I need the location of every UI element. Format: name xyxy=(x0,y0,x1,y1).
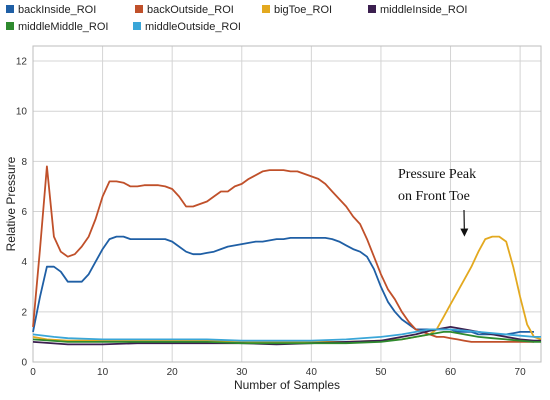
y-tick-label: 4 xyxy=(21,257,27,268)
series-line-middleOutside_ROI xyxy=(32,328,541,342)
series-line-middleMiddle_ROI xyxy=(32,331,541,345)
annotation-line-1: Pressure Peak xyxy=(398,167,476,182)
x-tick-label: 20 xyxy=(167,367,179,378)
legend-swatch xyxy=(6,5,14,13)
annotation-arrowhead xyxy=(460,228,469,237)
y-tick-label: 8 xyxy=(21,157,27,168)
legend-label: middleOutside_ROI xyxy=(145,21,241,33)
x-tick-label: 40 xyxy=(306,367,318,378)
y-tick-label: 12 xyxy=(16,57,28,68)
legend-swatch xyxy=(133,22,141,30)
y-tick-label: 2 xyxy=(21,307,27,318)
y-axis-ticks: 0 2 4 6 8 10 12 xyxy=(16,57,28,369)
legend-swatch xyxy=(262,5,270,13)
x-tick-label: 0 xyxy=(30,367,36,378)
legend-label: middleMiddle_ROI xyxy=(18,21,108,33)
x-tick-label: 60 xyxy=(445,367,457,378)
plot-frame xyxy=(32,45,542,363)
y-tick-label: 0 xyxy=(21,358,27,369)
legend-swatch xyxy=(135,5,143,13)
series-layer xyxy=(32,165,542,346)
series-line-backOutside_ROI xyxy=(32,165,534,343)
legend-label: backInside_ROI xyxy=(18,4,96,16)
x-tick-label: 10 xyxy=(97,367,109,378)
y-tick-label: 6 xyxy=(21,207,27,218)
y-tick-label: 10 xyxy=(16,107,28,118)
series-line-middleInside_ROI xyxy=(32,326,541,346)
x-tick-label: 50 xyxy=(375,367,387,378)
annotation-line-2: on Front Toe xyxy=(398,189,470,204)
legend-swatch xyxy=(6,22,14,30)
legend-label: backOutside_ROI xyxy=(147,4,234,16)
legend: backInside_ROI backOutside_ROI bigToe_ROI m… xyxy=(6,4,467,33)
legend-label: middleInside_ROI xyxy=(380,4,467,16)
y-axis-title: Relative Pressure xyxy=(4,156,18,251)
x-axis-title: Number of Samples xyxy=(234,378,340,392)
legend-label: bigToe_ROI xyxy=(274,4,332,16)
x-tick-label: 30 xyxy=(236,367,248,378)
x-tick-label: 70 xyxy=(515,367,527,378)
legend-swatch xyxy=(368,5,376,13)
annotation: Pressure Peak on Front Toe xyxy=(398,167,476,237)
x-axis-ticks: 0 10 20 30 40 50 60 70 xyxy=(30,367,526,378)
